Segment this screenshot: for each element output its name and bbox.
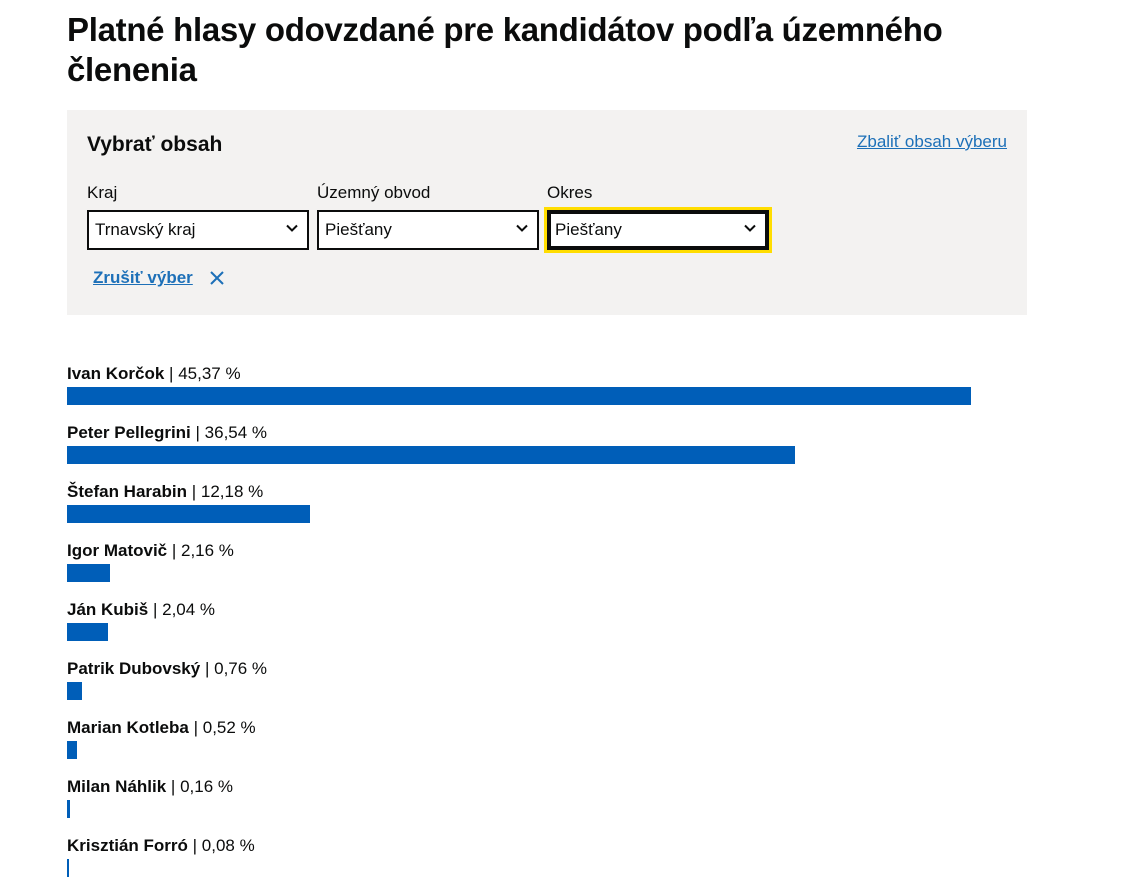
select-uzemny-obvod-value: Piešťany (325, 220, 392, 239)
result-bar (67, 564, 110, 582)
separator: | (190, 423, 205, 442)
bar-track (67, 859, 1027, 877)
result-row: Patrik Dubovský | 0,76 % (67, 658, 1027, 717)
field-kraj: Kraj Trnavský kraj (87, 182, 309, 250)
candidate-percent: 0,08 % (201, 836, 255, 855)
results-list: Ivan Korčok | 45,37 % Peter Pellegrini | … (67, 363, 1027, 885)
result-bar (67, 505, 310, 523)
bar-track (67, 800, 1027, 818)
separator: | (200, 659, 215, 678)
result-row: Ján Kubiš | 2,04 % (67, 599, 1027, 658)
separator: | (164, 364, 179, 383)
field-okres: Okres Piešťany (544, 182, 772, 253)
result-row: Igor Matovič | 2,16 % (67, 540, 1027, 599)
result-bar (67, 623, 108, 641)
separator: | (166, 777, 181, 796)
candidate-name: Igor Matovič (67, 541, 168, 560)
candidate-percent: 2,04 % (162, 600, 216, 619)
result-label: Štefan Harabin | 12,18 % (67, 481, 1027, 503)
separator: | (167, 541, 181, 560)
select-okres-value: Piešťany (555, 220, 622, 239)
select-kraj-value: Trnavský kraj (95, 220, 196, 239)
separator: | (188, 718, 203, 737)
result-label: Marian Kotleba | 0,52 % (67, 717, 1027, 739)
collapse-filter-link[interactable]: Zbaliť obsah výberu (856, 132, 1007, 151)
filter-heading: Vybrať obsah (87, 133, 223, 156)
field-label-uzemny-obvod: Územný obvod (317, 183, 431, 202)
candidate-name: Štefan Harabin (67, 482, 187, 501)
result-label: Peter Pellegrini | 36,54 % (67, 422, 1027, 444)
result-row: Krisztián Forró | 0,08 % (67, 835, 1027, 885)
select-uzemny-obvod[interactable]: Piešťany (317, 210, 539, 250)
result-bar (67, 446, 795, 464)
field-label-kraj: Kraj (87, 183, 118, 202)
reset-row: Zrušiť výber (93, 268, 225, 288)
select-okres[interactable]: Piešťany (544, 207, 772, 253)
result-row: Štefan Harabin | 12,18 % (67, 481, 1027, 540)
result-label: Ján Kubiš | 2,04 % (67, 599, 1027, 621)
bar-track (67, 623, 1027, 641)
result-row: Marian Kotleba | 0,52 % (67, 717, 1027, 776)
chevron-down-icon (286, 224, 298, 232)
bar-track (67, 387, 1027, 405)
chevron-down-icon (744, 224, 756, 232)
reset-selection-link[interactable]: Zrušiť výber (93, 268, 193, 287)
bar-track (67, 505, 1027, 523)
page-title: Platné hlasy odovzdané pre kandidátov po… (67, 11, 943, 88)
candidate-name: Peter Pellegrini (67, 423, 191, 442)
field-label-okres: Okres (547, 183, 593, 202)
candidate-percent: 45,37 % (178, 364, 241, 383)
candidate-percent: 2,16 % (181, 541, 234, 560)
result-row: Peter Pellegrini | 36,54 % (67, 422, 1027, 481)
field-uzemny-obvod: Územný obvod Piešťany (317, 182, 539, 250)
candidate-name: Ján Kubiš (67, 600, 149, 619)
result-bar (67, 859, 69, 877)
result-bar (67, 741, 77, 759)
result-label: Krisztián Forró | 0,08 % (67, 835, 1027, 857)
chevron-down-icon (516, 224, 528, 232)
result-bar (67, 682, 82, 700)
candidate-name: Milan Náhlik (67, 777, 167, 796)
bar-track (67, 682, 1027, 700)
candidate-name: Patrik Dubovský (67, 659, 201, 678)
bar-track (67, 741, 1027, 759)
candidate-percent: 0,76 % (214, 659, 268, 678)
result-row: Milan Náhlik | 0,16 % (67, 776, 1027, 835)
candidate-name: Ivan Korčok (67, 364, 165, 383)
candidate-percent: 0,52 % (202, 718, 256, 737)
separator: | (187, 836, 202, 855)
result-row: Ivan Korčok | 45,37 % (67, 363, 1027, 422)
candidate-name: Marian Kotleba (67, 718, 189, 737)
bar-track (67, 564, 1027, 582)
candidate-name: Krisztián Forró (67, 836, 188, 855)
result-label: Milan Náhlik | 0,16 % (67, 776, 1027, 798)
close-icon[interactable] (209, 270, 225, 286)
candidate-percent: 36,54 % (204, 423, 268, 442)
filter-panel: Vybrať obsah Zbaliť obsah výberu Kraj Tr… (67, 110, 1027, 315)
result-label: Igor Matovič | 2,16 % (67, 540, 1027, 562)
select-kraj[interactable]: Trnavský kraj (87, 210, 309, 250)
result-bar (67, 800, 70, 818)
separator: | (148, 600, 163, 619)
candidate-percent: 0,16 % (180, 777, 233, 796)
candidate-percent: 12,18 % (200, 482, 264, 501)
bar-track (67, 446, 1027, 464)
result-bar (67, 387, 971, 405)
separator: | (186, 482, 201, 501)
result-label: Patrik Dubovský | 0,76 % (67, 658, 1027, 680)
result-label: Ivan Korčok | 45,37 % (67, 363, 1027, 385)
